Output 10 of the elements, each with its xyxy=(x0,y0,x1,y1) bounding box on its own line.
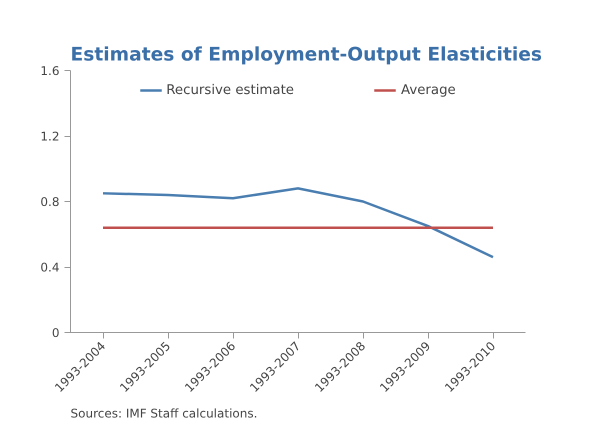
y-tick-label: 1.6 xyxy=(40,64,60,78)
y-tick-label: 0.4 xyxy=(40,260,60,274)
line-series xyxy=(102,187,494,258)
y-tick-label: 0.8 xyxy=(40,195,60,209)
y-tick-label: 1.2 xyxy=(40,130,60,144)
legend-label: Average xyxy=(401,82,456,98)
chart-title: Estimates of Employment-Output Elasticities xyxy=(70,44,542,66)
y-tick-label: 0 xyxy=(52,326,60,340)
legend-label: Recursive estimate xyxy=(166,82,294,98)
source-note: Sources: IMF Staff calculations. xyxy=(70,406,258,420)
